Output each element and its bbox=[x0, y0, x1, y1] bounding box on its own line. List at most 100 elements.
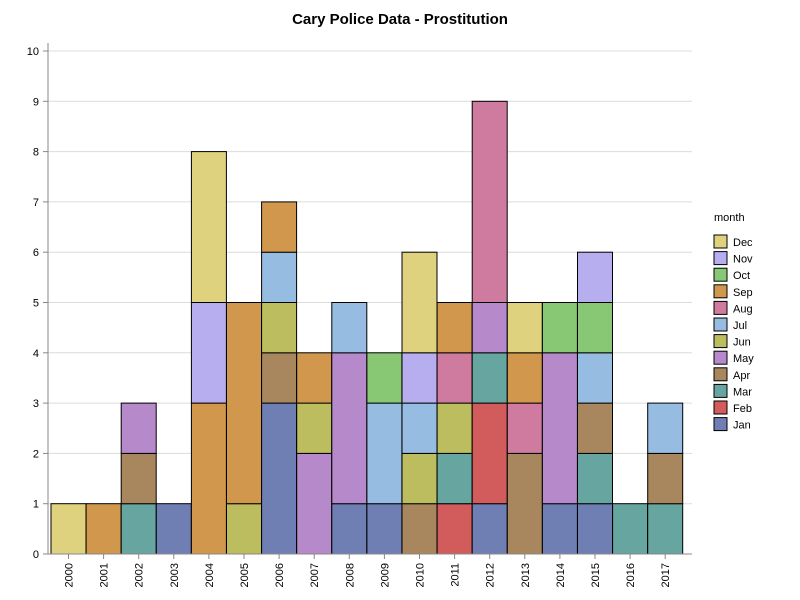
legend-swatch-oct bbox=[713, 267, 728, 282]
bar-segment-2013-aug bbox=[506, 402, 543, 454]
bar-segment-2010-dec bbox=[401, 251, 438, 354]
y-tick-label: 1 bbox=[33, 499, 39, 511]
legend-title: month bbox=[714, 212, 745, 224]
legend-swatch-sep bbox=[713, 284, 728, 299]
bar-segment-2010-apr bbox=[401, 503, 438, 555]
bar-segment-2006-jun bbox=[261, 302, 298, 354]
bar-segment-2001-sep bbox=[85, 503, 122, 555]
legend-swatch-may bbox=[713, 350, 728, 365]
bar-segment-2008-may bbox=[331, 352, 368, 505]
bar-segment-2012-jan bbox=[471, 503, 508, 555]
bar-segment-2010-jun bbox=[401, 452, 438, 505]
bar-segment-2004-sep bbox=[190, 402, 227, 555]
x-tick-label: 2006 bbox=[274, 563, 286, 587]
x-tick-label: 2008 bbox=[344, 563, 356, 587]
legend-label-jun: Jun bbox=[733, 337, 751, 349]
bar-segment-2012-may bbox=[471, 302, 508, 354]
bar-segment-2000-dec bbox=[50, 503, 87, 555]
y-tick-label: 8 bbox=[33, 147, 39, 159]
legend-label-dec: Dec bbox=[733, 237, 753, 249]
bar-segment-2003-jan bbox=[155, 503, 192, 555]
x-tick-label: 2009 bbox=[379, 563, 391, 587]
bar-segment-2009-oct bbox=[366, 352, 403, 404]
bar-segment-2002-mar bbox=[120, 503, 157, 555]
x-tick-label: 2010 bbox=[415, 563, 427, 587]
legend-label-jul: Jul bbox=[733, 320, 747, 332]
y-tick-label: 9 bbox=[33, 96, 39, 108]
y-tick-label: 3 bbox=[33, 398, 39, 410]
x-tick-label: 2007 bbox=[309, 563, 321, 587]
bar-segment-2015-nov bbox=[577, 251, 613, 303]
bar-segment-2010-jul bbox=[401, 402, 438, 454]
legend-label-feb: Feb bbox=[733, 403, 752, 415]
bar-segment-2013-apr bbox=[506, 452, 543, 555]
bar-segment-2011-jun bbox=[436, 402, 473, 454]
bar-segment-2010-nov bbox=[401, 352, 438, 404]
bar-segment-2015-jan bbox=[577, 503, 613, 555]
legend-swatch-nov bbox=[713, 251, 728, 266]
legend-label-sep: Sep bbox=[733, 287, 753, 299]
legend-swatch-feb bbox=[713, 400, 728, 415]
bar-segment-2012-aug bbox=[471, 100, 508, 303]
legend-label-apr: Apr bbox=[733, 370, 750, 382]
bar-segment-2005-jun bbox=[226, 503, 262, 555]
bars bbox=[50, 100, 684, 555]
bar-segment-2006-jul bbox=[261, 251, 298, 303]
bar-segment-2006-jan bbox=[261, 402, 298, 555]
bar-segment-2009-jan bbox=[366, 503, 403, 555]
bar-segment-2011-mar bbox=[436, 452, 473, 505]
x-axis: 2000 2001 2002 2003 2004 2005 2006 2007 2008 2009… bbox=[48, 553, 692, 587]
bar-segment-2004-nov bbox=[190, 302, 227, 404]
bar-segment-2008-jan bbox=[331, 503, 368, 555]
bar-segment-2011-sep bbox=[436, 302, 473, 354]
bar-segment-2006-sep bbox=[261, 201, 298, 253]
y-tick-label: 7 bbox=[33, 197, 39, 209]
x-tick-label: 2017 bbox=[660, 563, 672, 587]
bar-segment-2011-feb bbox=[436, 503, 473, 555]
legend-label-jan: Jan bbox=[733, 420, 751, 432]
bar-segment-2015-jul bbox=[577, 352, 613, 404]
y-tick-label: 6 bbox=[33, 247, 39, 259]
bar-segment-2017-apr bbox=[647, 452, 684, 505]
bar-segment-2011-aug bbox=[436, 352, 473, 404]
x-tick-label: 2004 bbox=[204, 563, 216, 587]
x-tick-label: 2014 bbox=[555, 563, 567, 587]
bar-segment-2013-dec bbox=[506, 302, 543, 354]
bar-segment-2014-may bbox=[541, 352, 578, 505]
y-tick-label: 0 bbox=[33, 549, 39, 561]
legend-label-aug: Aug bbox=[733, 303, 753, 315]
legend-label-mar: Mar bbox=[733, 386, 752, 398]
legend-swatch-apr bbox=[713, 367, 728, 382]
x-tick-label: 2005 bbox=[239, 563, 251, 587]
y-tick-label: 10 bbox=[27, 46, 39, 58]
bar-segment-2014-jan bbox=[541, 503, 578, 555]
bar-segment-2007-jun bbox=[296, 402, 333, 454]
legend-label-may: May bbox=[733, 353, 754, 365]
bar-segment-2017-jul bbox=[647, 402, 684, 454]
bar-segment-2015-oct bbox=[577, 302, 613, 354]
bar-segment-2006-apr bbox=[261, 352, 298, 404]
y-axis: 0 1 2 3 4 5 6 7 8 9 10 bbox=[27, 43, 49, 561]
x-tick-label: 2003 bbox=[169, 563, 181, 587]
x-tick-label: 2015 bbox=[590, 563, 602, 587]
bar-segment-2004-dec bbox=[190, 151, 227, 303]
x-tick-label: 2016 bbox=[625, 563, 637, 587]
x-tick-label: 2012 bbox=[485, 563, 497, 587]
bar-segment-2007-may bbox=[296, 452, 333, 555]
legend: month Dec Nov Oct Sep Aug Jul Jun May Apr Mar Feb J… bbox=[713, 212, 754, 432]
legend-swatch-dec bbox=[713, 234, 728, 249]
bar-segment-2017-mar bbox=[647, 503, 684, 555]
bar-segment-2002-may bbox=[120, 402, 157, 454]
legend-swatch-jul bbox=[713, 317, 728, 332]
chart-title: Cary Police Data - Prostitution bbox=[292, 11, 508, 28]
y-tick-label: 4 bbox=[33, 348, 39, 360]
y-tick-label: 2 bbox=[33, 448, 39, 460]
x-tick-label: 2001 bbox=[99, 563, 111, 587]
legend-swatch-jun bbox=[713, 334, 728, 349]
x-tick-label: 2011 bbox=[450, 563, 462, 587]
legend-swatch-aug bbox=[713, 300, 728, 315]
y-tick-label: 5 bbox=[33, 298, 39, 310]
legend-swatch-jan bbox=[713, 417, 728, 432]
